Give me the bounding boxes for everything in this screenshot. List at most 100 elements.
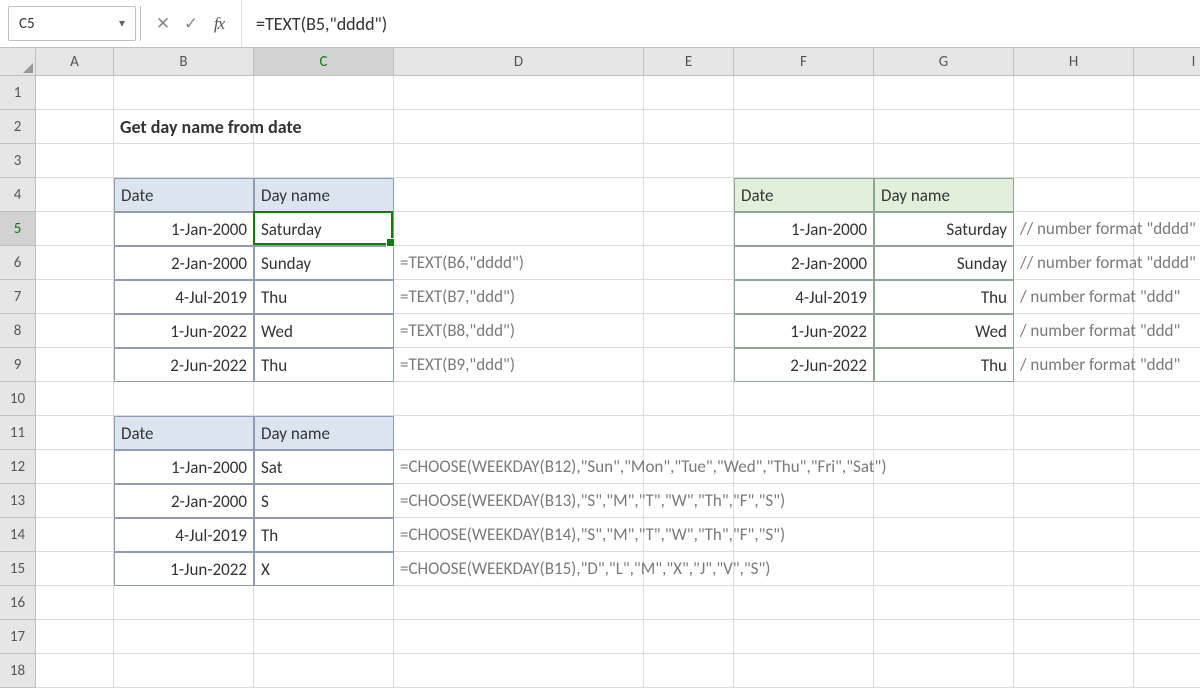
cell-content-B7[interactable]: 4-Jul-2019 — [114, 280, 254, 314]
cells-layer[interactable]: Get day name from dateDateDay name1-Jan-… — [36, 76, 1200, 630]
cell-E1[interactable] — [644, 76, 734, 110]
cell-content-C4[interactable]: Day name — [254, 178, 394, 212]
cell-A2[interactable] — [36, 110, 114, 144]
cell-F17[interactable] — [734, 620, 874, 654]
col-header-D[interactable]: D — [394, 48, 644, 76]
cell-D10[interactable] — [394, 382, 644, 416]
row-header-10[interactable]: 10 — [0, 382, 36, 416]
cell-content-B12[interactable]: 1-Jan-2000 — [114, 450, 254, 484]
cell-E2[interactable] — [644, 110, 734, 144]
cell-E6[interactable] — [644, 246, 734, 280]
cell-D18[interactable] — [394, 654, 644, 688]
cell-content-C5[interactable]: Saturday — [254, 212, 394, 246]
fx-icon[interactable]: fx — [209, 14, 229, 34]
col-header-E[interactable]: E — [644, 48, 734, 76]
cell-A6[interactable] — [36, 246, 114, 280]
enter-icon[interactable]: ✓ — [181, 13, 201, 34]
row-header-1[interactable]: 1 — [0, 76, 36, 110]
cell-A7[interactable] — [36, 280, 114, 314]
cell-D4[interactable] — [394, 178, 644, 212]
cell-G1[interactable] — [874, 76, 1014, 110]
cell-B3[interactable] — [114, 144, 254, 178]
cell-B16[interactable] — [114, 586, 254, 620]
cell-F2[interactable] — [734, 110, 874, 144]
cell-content-D12[interactable]: =CHOOSE(WEEKDAY(B12),"Sun","Mon","Tue","… — [394, 450, 1200, 484]
cell-A12[interactable] — [36, 450, 114, 484]
row-header-5[interactable]: 5 — [0, 212, 36, 246]
cell-A11[interactable] — [36, 416, 114, 450]
row-header-14[interactable]: 14 — [0, 518, 36, 552]
cell-A9[interactable] — [36, 348, 114, 382]
cell-content-B5[interactable]: 1-Jan-2000 — [114, 212, 254, 246]
cell-B10[interactable] — [114, 382, 254, 416]
cell-C17[interactable] — [254, 620, 394, 654]
cell-C1[interactable] — [254, 76, 394, 110]
cell-D3[interactable] — [394, 144, 644, 178]
cell-I10[interactable] — [1134, 382, 1200, 416]
cell-content-B14[interactable]: 4-Jul-2019 — [114, 518, 254, 552]
cell-content-H8[interactable]: / number format "ddd" — [1014, 314, 1200, 348]
chevron-down-icon[interactable]: ▾ — [119, 16, 125, 31]
cell-I18[interactable] — [1134, 654, 1200, 688]
cell-A15[interactable] — [36, 552, 114, 586]
cell-E4[interactable] — [644, 178, 734, 212]
name-box[interactable]: C5 ▾ — [8, 6, 136, 41]
cell-content-F4[interactable]: Date — [734, 178, 874, 212]
cell-I16[interactable] — [1134, 586, 1200, 620]
cell-content-H5[interactable]: // number format "dddd" — [1014, 212, 1200, 246]
cell-F18[interactable] — [734, 654, 874, 688]
cell-A13[interactable] — [36, 484, 114, 518]
cell-content-C15[interactable]: X — [254, 552, 394, 586]
cell-content-H7[interactable]: / number format "ddd" — [1014, 280, 1200, 314]
cell-C3[interactable] — [254, 144, 394, 178]
cell-content-F9[interactable]: 2-Jun-2022 — [734, 348, 874, 382]
cell-content-D15[interactable]: =CHOOSE(WEEKDAY(B15),"D","L","M","X","J"… — [394, 552, 1200, 586]
cell-I17[interactable] — [1134, 620, 1200, 654]
cell-F1[interactable] — [734, 76, 874, 110]
row-header-18[interactable]: 18 — [0, 654, 36, 688]
row-header-4[interactable]: 4 — [0, 178, 36, 212]
cell-content-C8[interactable]: Wed — [254, 314, 394, 348]
cell-H17[interactable] — [1014, 620, 1134, 654]
cell-A1[interactable] — [36, 76, 114, 110]
cell-content-C12[interactable]: Sat — [254, 450, 394, 484]
cell-A4[interactable] — [36, 178, 114, 212]
cell-content-D9[interactable]: =TEXT(B9,"ddd") — [394, 348, 644, 382]
cell-F16[interactable] — [734, 586, 874, 620]
cell-D5[interactable] — [394, 212, 644, 246]
cell-content-F8[interactable]: 1-Jun-2022 — [734, 314, 874, 348]
cell-content-B4[interactable]: Date — [114, 178, 254, 212]
cell-content-D14[interactable]: =CHOOSE(WEEKDAY(B14),"S","M","T","W","Th… — [394, 518, 1200, 552]
cell-content-D6[interactable]: =TEXT(B6,"dddd") — [394, 246, 644, 280]
cell-E18[interactable] — [644, 654, 734, 688]
cell-content-H6[interactable]: // number format "dddd" — [1014, 246, 1200, 280]
row-header-7[interactable]: 7 — [0, 280, 36, 314]
formula-input[interactable]: =TEXT(B5,"dddd") — [241, 0, 1200, 47]
cell-content-C6[interactable]: Sunday — [254, 246, 394, 280]
cell-A16[interactable] — [36, 586, 114, 620]
cell-F11[interactable] — [734, 416, 874, 450]
cell-content-B11[interactable]: Date — [114, 416, 254, 450]
cell-content-B15[interactable]: 1-Jun-2022 — [114, 552, 254, 586]
cell-I4[interactable] — [1134, 178, 1200, 212]
cell-G16[interactable] — [874, 586, 1014, 620]
cell-C10[interactable] — [254, 382, 394, 416]
cell-B17[interactable] — [114, 620, 254, 654]
cell-H18[interactable] — [1014, 654, 1134, 688]
cell-content-B6[interactable]: 2-Jan-2000 — [114, 246, 254, 280]
cell-A8[interactable] — [36, 314, 114, 348]
cell-content-F6[interactable]: 2-Jan-2000 — [734, 246, 874, 280]
cell-I2[interactable] — [1134, 110, 1200, 144]
row-header-12[interactable]: 12 — [0, 450, 36, 484]
cell-content-B2[interactable]: Get day name from date — [114, 110, 644, 144]
row-header-13[interactable]: 13 — [0, 484, 36, 518]
cell-D1[interactable] — [394, 76, 644, 110]
cell-content-G9[interactable]: Thu — [874, 348, 1014, 382]
cell-D11[interactable] — [394, 416, 644, 450]
cell-F10[interactable] — [734, 382, 874, 416]
cell-A18[interactable] — [36, 654, 114, 688]
row-header-17[interactable]: 17 — [0, 620, 36, 654]
col-header-H[interactable]: H — [1014, 48, 1134, 76]
cell-E9[interactable] — [644, 348, 734, 382]
cell-content-F7[interactable]: 4-Jul-2019 — [734, 280, 874, 314]
